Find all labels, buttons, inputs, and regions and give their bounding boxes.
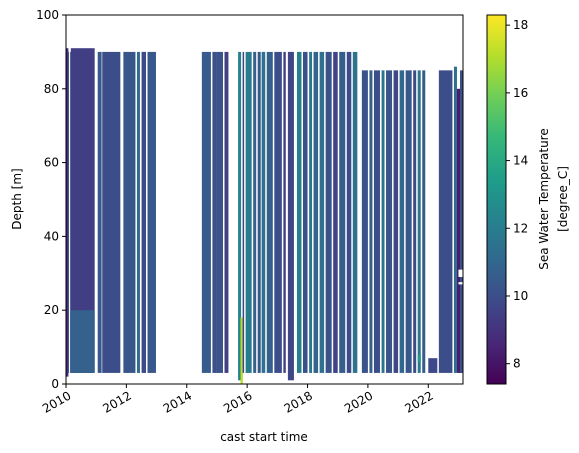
cast-column bbox=[417, 70, 421, 373]
cast-column bbox=[422, 70, 426, 373]
cast-column bbox=[245, 51, 252, 373]
y-axis-ticks: 0 20 40 60 80 100 bbox=[36, 8, 66, 391]
cast-column bbox=[266, 51, 273, 373]
cast-column bbox=[70, 310, 95, 373]
cast-column bbox=[287, 51, 294, 381]
data-gap bbox=[286, 48, 288, 373]
cast-columns bbox=[66, 48, 463, 384]
cast-column bbox=[261, 51, 266, 373]
data-gap bbox=[140, 48, 142, 373]
cast-column bbox=[381, 70, 385, 373]
cast-column bbox=[428, 358, 438, 373]
y-tick-label: 100 bbox=[36, 8, 59, 22]
x-tick-label: 2014 bbox=[161, 388, 194, 415]
colorbar-label-line2: [degree_C] bbox=[556, 166, 570, 232]
y-tick-label: 80 bbox=[44, 82, 59, 96]
x-tick-label: 2020 bbox=[342, 388, 375, 415]
cast-column bbox=[386, 70, 393, 373]
y-tick-label: 0 bbox=[51, 377, 59, 391]
x-axis-label: cast start time bbox=[220, 430, 308, 444]
cast-column bbox=[302, 51, 308, 373]
data-gap bbox=[380, 48, 382, 373]
cast-column bbox=[136, 51, 140, 373]
cast-column bbox=[70, 48, 95, 373]
cast-column bbox=[240, 317, 243, 384]
y-axis-label: Depth [m] bbox=[10, 168, 24, 229]
cast-column bbox=[352, 51, 358, 373]
cast-column bbox=[102, 51, 121, 373]
cast-column bbox=[346, 51, 352, 373]
cast-column bbox=[257, 51, 261, 373]
cast-column bbox=[333, 51, 338, 373]
x-tick-label: 2012 bbox=[100, 388, 133, 415]
colorbar-tick-label: 14 bbox=[513, 154, 528, 168]
data-gap bbox=[96, 48, 98, 373]
y-tick-label: 20 bbox=[44, 303, 59, 317]
data-gap bbox=[425, 48, 428, 373]
cast-column bbox=[405, 70, 412, 373]
cast-column bbox=[253, 51, 257, 373]
data-gap bbox=[458, 282, 463, 285]
x-tick-label: 2022 bbox=[402, 388, 435, 415]
data-gap bbox=[358, 48, 362, 373]
cast-column bbox=[66, 48, 69, 377]
colorbar-tick-label: 16 bbox=[513, 86, 528, 100]
cast-column bbox=[393, 70, 399, 373]
colorbar-tick-label: 12 bbox=[513, 221, 528, 235]
cast-column bbox=[313, 51, 319, 373]
cast-column bbox=[201, 51, 211, 373]
cast-column bbox=[216, 51, 223, 373]
cast-column bbox=[453, 66, 457, 373]
cast-column bbox=[309, 51, 313, 373]
cast-column bbox=[141, 51, 147, 373]
x-tick-label: 2018 bbox=[282, 388, 315, 415]
y-tick-label: 40 bbox=[44, 229, 59, 243]
cast-column bbox=[373, 70, 380, 373]
cast-column bbox=[339, 51, 346, 373]
cast-column bbox=[274, 51, 282, 373]
cast-column bbox=[413, 70, 417, 373]
cast-column bbox=[325, 51, 332, 373]
cast-column bbox=[369, 70, 373, 373]
x-tick-label: 2010 bbox=[40, 388, 73, 415]
x-axis-ticks: 2010 2012 2014 2016 2018 2020 2022 bbox=[40, 384, 436, 416]
cast-column bbox=[97, 51, 102, 373]
x-tick-label: 2016 bbox=[221, 388, 254, 415]
colorbar-tick-label: 8 bbox=[513, 357, 521, 371]
cast-column bbox=[212, 51, 217, 373]
cast-column bbox=[224, 51, 229, 373]
colorbar bbox=[486, 14, 507, 385]
colorbar-ticks: 8 10 12 14 16 18 bbox=[506, 18, 528, 371]
colorbar-tick-label: 18 bbox=[513, 18, 528, 32]
y-tick-label: 60 bbox=[44, 156, 59, 170]
colorbar-label-line1: Sea Water Temperature bbox=[537, 128, 551, 269]
cast-column bbox=[459, 70, 463, 373]
data-gap bbox=[458, 269, 463, 277]
cast-column bbox=[438, 70, 453, 373]
plot-frame bbox=[65, 14, 464, 385]
cast-column bbox=[361, 70, 368, 373]
cast-column bbox=[319, 51, 325, 373]
cast-column bbox=[147, 51, 156, 373]
cast-column bbox=[399, 70, 405, 373]
colorbar-tick-label: 10 bbox=[513, 289, 528, 303]
data-gap bbox=[69, 48, 71, 373]
cast-column bbox=[296, 51, 302, 373]
data-gap bbox=[437, 48, 439, 355]
data-gap bbox=[308, 48, 310, 373]
cast-column bbox=[238, 51, 242, 381]
data-gap bbox=[235, 181, 238, 218]
cast-column bbox=[417, 354, 421, 362]
cast-column bbox=[283, 51, 286, 373]
cast-column bbox=[123, 51, 136, 373]
cast-column bbox=[242, 51, 245, 373]
data-gap bbox=[121, 48, 124, 373]
